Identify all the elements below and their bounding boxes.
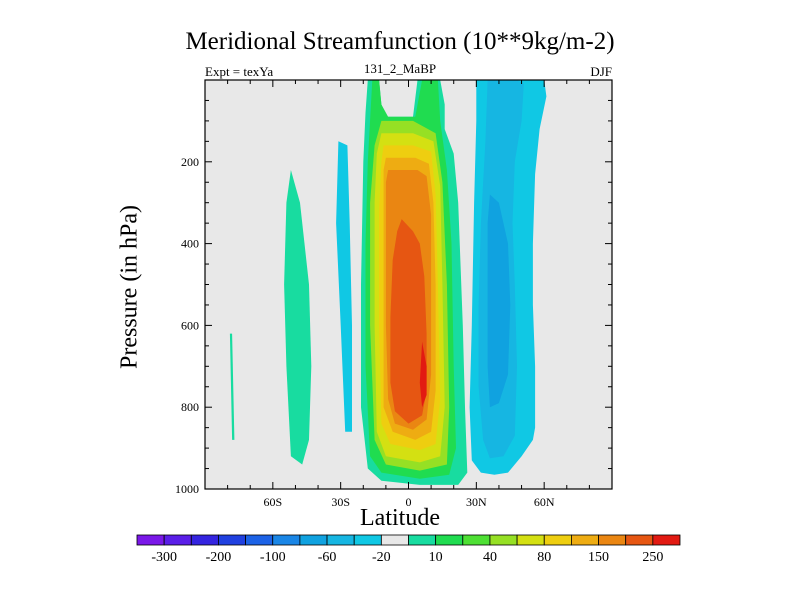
x-tick-label: 30N <box>466 495 487 509</box>
contour-region-2 <box>336 141 352 432</box>
contour-region-0 <box>229 333 235 440</box>
colorbar-swatch <box>516 534 545 546</box>
colorbar-swatch <box>571 534 599 546</box>
y-tick-label: 200 <box>181 155 199 169</box>
colorbar-swatch <box>136 534 165 546</box>
colorbar-swatch <box>245 534 274 546</box>
colorbar-swatch <box>218 534 246 546</box>
contour-fill-layer <box>229 80 547 485</box>
colorbar-swatch <box>299 534 328 546</box>
colorbar-swatch <box>353 534 382 546</box>
colorbar-swatch <box>190 534 219 546</box>
chart-title: Meridional Streamfunction (10**9kg/m-2) <box>185 28 615 55</box>
x-tick-label: 30S <box>331 495 350 509</box>
season-label: DJF <box>590 64 612 79</box>
colorbar-label: -200 <box>206 550 232 565</box>
colorbar-label: 80 <box>537 550 551 565</box>
colorbar-swatch <box>543 534 572 546</box>
y-tick-label: 400 <box>181 237 199 251</box>
colorbar-label: 10 <box>429 550 443 565</box>
y-tick-label: 1000 <box>175 482 199 496</box>
contour-region-14 <box>487 194 511 408</box>
contour-region-1 <box>284 170 312 465</box>
colorbar-swatch <box>598 534 627 546</box>
colorbar-label: -60 <box>318 550 337 565</box>
colorbar-swatch <box>163 534 192 546</box>
x-tick-label: 0 <box>406 495 412 509</box>
x-axis-title: Latitude <box>360 505 440 531</box>
colorbar: -300 -200 -100 -60 -20 10 40 80 150 250 <box>136 534 681 565</box>
colorbar-swatch <box>326 534 355 546</box>
colorbar-swatch <box>380 534 409 546</box>
colorbar-label: -100 <box>260 550 286 565</box>
colorbar-swatch <box>408 534 437 546</box>
colorbar-label: -20 <box>372 550 391 565</box>
experiment-label: Expt = texYa <box>205 64 274 79</box>
colorbar-label: 250 <box>642 550 663 565</box>
colorbar-swatch <box>652 534 681 546</box>
colorbar-swatch <box>489 534 518 546</box>
x-tick-label: 60S <box>263 495 282 509</box>
colorbar-label: 40 <box>483 550 497 565</box>
colorbar-label: 150 <box>588 550 609 565</box>
x-tick-label: 60N <box>534 495 555 509</box>
y-tick-label: 800 <box>181 400 199 414</box>
colorbar-label: -300 <box>151 550 177 565</box>
contour-region-10 <box>390 219 427 424</box>
colorbar-swatch <box>272 534 301 546</box>
y-tick-label: 600 <box>181 318 199 332</box>
colorbar-swatch <box>435 534 464 546</box>
colorbar-swatch <box>625 534 654 546</box>
colorbar-swatch <box>462 534 491 546</box>
axis-ticks: 60S 30S 0 30N 60N 200 400 600 800 1000 <box>175 79 613 509</box>
case-label: 131_2_MaBP <box>363 61 437 76</box>
contour-region-11 <box>419 341 427 408</box>
